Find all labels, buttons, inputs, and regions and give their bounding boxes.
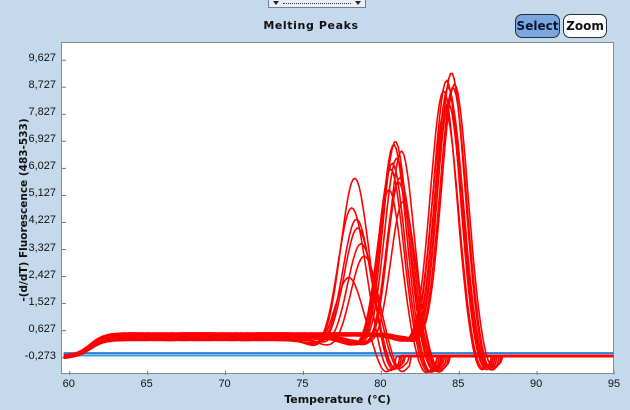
melting-peaks-chart	[62, 59, 615, 375]
x-tick-label: 80	[374, 378, 387, 390]
melting-curve	[63, 79, 614, 369]
y-tick-label: 6,927	[28, 133, 56, 146]
melting-curve	[63, 200, 614, 371]
y-tick-label: 6,027	[28, 160, 56, 173]
panel-resize-handle[interactable]	[268, 0, 366, 8]
y-tick-label: 8,727	[28, 79, 56, 92]
melting-curve	[63, 86, 614, 368]
zoom-button[interactable]: Zoom	[563, 14, 607, 38]
melting-curve	[63, 89, 614, 371]
melting-curve	[63, 102, 614, 371]
y-tick-label: 1,527	[28, 295, 56, 308]
chart-title: Melting Peaks	[263, 19, 359, 32]
melting-curve	[63, 83, 614, 369]
melting-curve	[63, 86, 614, 371]
handle-dots	[283, 3, 351, 4]
select-button[interactable]: Select	[515, 14, 560, 38]
x-tick-label: 85	[452, 378, 465, 390]
x-tick-label: 65	[140, 378, 153, 390]
y-tick-label: 3,327	[28, 241, 56, 254]
melting-curve	[63, 276, 614, 373]
melting-curve	[63, 108, 614, 370]
y-tick-label: 9,627	[28, 52, 56, 65]
melting-curve	[63, 72, 614, 371]
y-tick-label: 5,127	[28, 187, 56, 200]
x-tick-label: 75	[296, 378, 309, 390]
x-tick-label: 90	[529, 378, 543, 390]
y-tick-label: 4,227	[28, 214, 56, 227]
melting-curve	[63, 255, 614, 373]
y-axis-label: -(d/dT) Fluorescence (483-533)	[18, 118, 30, 302]
chevron-down-icon	[273, 1, 279, 5]
x-tick-label: 60	[62, 378, 75, 390]
y-tick-label: -0,273	[24, 349, 56, 362]
y-tick-label: 7,827	[28, 106, 56, 119]
y-tick-label: 2,427	[28, 268, 56, 281]
x-axis-label: Temperature (°C)	[284, 393, 391, 406]
melting-curve	[63, 97, 614, 370]
plot-area[interactable]	[61, 42, 615, 375]
melting-curve	[63, 181, 614, 373]
chevron-down-icon	[355, 1, 361, 5]
x-tick-label: 70	[218, 378, 231, 390]
y-tick-label: 0,627	[28, 322, 56, 335]
melting-curve	[63, 206, 614, 372]
x-tick-label: 95	[607, 378, 621, 390]
melting-curve	[63, 188, 614, 374]
